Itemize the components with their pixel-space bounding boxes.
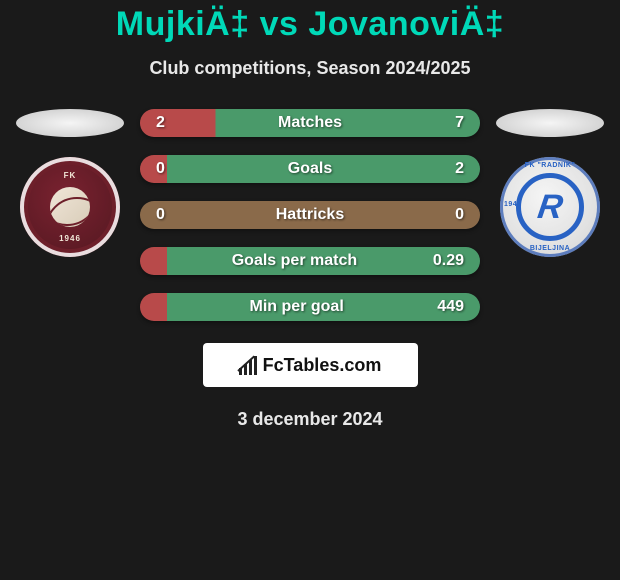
brand-text: FcTables.com [263, 355, 382, 376]
right-player-col: FK "RADNIK" 1945 BIJELJINA R [490, 109, 610, 257]
stat-row: 0 Hattricks 0 [140, 201, 480, 229]
left-badge-inner: FK 1946 [28, 165, 112, 249]
brand-box: FcTables.com [203, 343, 418, 387]
stat-right-value: 2 [455, 160, 464, 178]
left-player-silhouette [16, 109, 124, 137]
left-badge-text-top: FK [64, 171, 77, 180]
stat-left-value: 0 [156, 160, 165, 178]
volleyball-icon [50, 187, 90, 227]
right-player-silhouette [496, 109, 604, 137]
stat-right-value: 0.29 [433, 252, 464, 270]
bar-chart-icon [239, 355, 259, 375]
stats-column: 2 Matches 7 0 Goals 2 0 Hattricks 0 Goals per mat… [130, 109, 490, 321]
main-row: FK 1946 2 Matches 7 0 Goals 2 0 Hattricks 0 Goals… [0, 109, 620, 321]
stat-right-value: 0 [455, 206, 464, 224]
right-badge-text-top: FK "RADNIK" [525, 162, 576, 169]
left-badge-year: 1946 [59, 234, 81, 243]
stat-right-value: 7 [455, 114, 464, 132]
stat-row: 2 Matches 7 [140, 109, 480, 137]
stat-row: Goals per match 0.29 [140, 247, 480, 275]
stat-label: Matches [278, 114, 342, 132]
left-player-col: FK 1946 [10, 109, 130, 257]
stat-label: Goals [288, 160, 332, 178]
comparison-card: MujkiÄ‡ vs JovanoviÄ‡ Club competitions,… [0, 0, 620, 430]
stat-label: Min per goal [250, 298, 344, 316]
right-badge-letter: R [535, 188, 565, 227]
left-club-badge: FK 1946 [20, 157, 120, 257]
stat-left-value: 0 [156, 206, 165, 224]
subtitle: Club competitions, Season 2024/2025 [0, 58, 620, 79]
right-badge-text-bottom: BIJELJINA [530, 245, 570, 252]
page-title: MujkiÄ‡ vs JovanoviÄ‡ [0, 5, 620, 44]
stat-row: 0 Goals 2 [140, 155, 480, 183]
date-label: 3 december 2024 [0, 409, 620, 430]
stat-label: Goals per match [232, 252, 357, 270]
right-badge-ring: R [516, 173, 584, 241]
stat-left-value: 2 [156, 114, 165, 132]
stat-label: Hattricks [276, 206, 344, 224]
right-club-badge: FK "RADNIK" 1945 BIJELJINA R [500, 157, 600, 257]
stat-row: Min per goal 449 [140, 293, 480, 321]
stat-right-value: 449 [437, 298, 464, 316]
